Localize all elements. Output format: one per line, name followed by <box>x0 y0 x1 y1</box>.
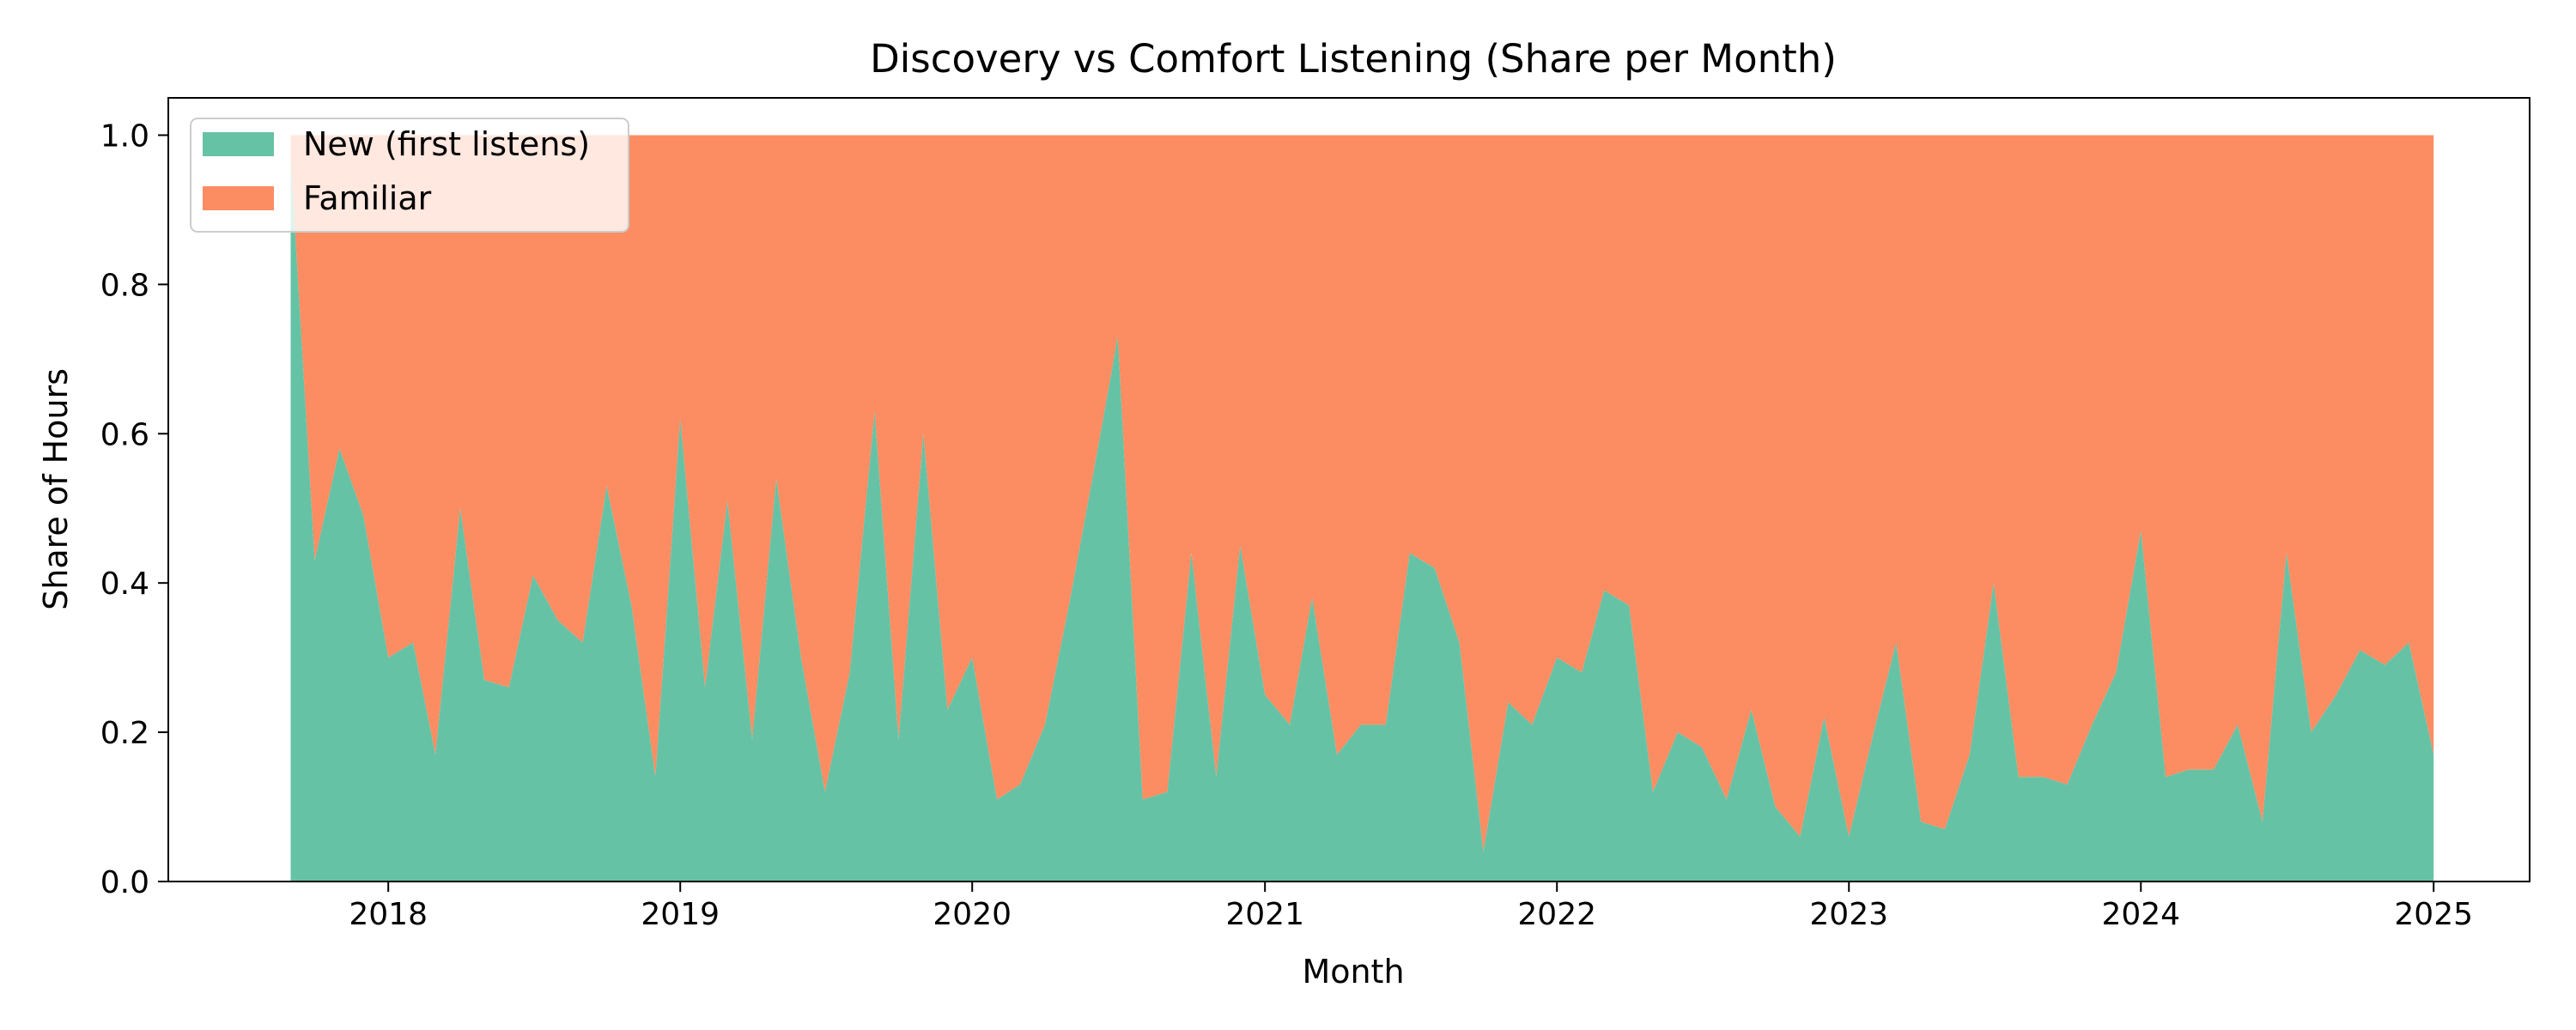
legend-label: New (first listens) <box>303 125 590 163</box>
chart-title: Discovery vs Comfort Listening (Share pe… <box>870 36 1837 82</box>
x-axis-label: Month <box>1302 953 1404 991</box>
y-axis-label: Share of Hours <box>37 368 75 610</box>
area-familiar <box>290 135 2434 852</box>
x-tick-label: 2020 <box>933 897 1012 932</box>
x-tick-label: 2019 <box>641 897 720 932</box>
plot-frame <box>167 97 2530 882</box>
y-tick-label: 1.0 <box>100 118 149 154</box>
y-tick-label: 0.4 <box>100 566 149 602</box>
area-new-first-listens <box>290 157 2434 882</box>
y-tick-label: 0.8 <box>100 268 149 303</box>
x-tick-label: 2022 <box>1517 897 1596 932</box>
y-tick-label: 0.6 <box>100 417 149 452</box>
x-tick-label: 2024 <box>2101 897 2180 932</box>
legend-swatch-new <box>203 132 274 156</box>
x-tick-label: 2018 <box>349 897 428 932</box>
y-axis-ticks: 0.0 0.2 0.4 0.6 0.8 1.0 <box>100 118 168 900</box>
legend-label: Familiar <box>303 179 432 217</box>
y-tick-label: 0.2 <box>100 716 149 751</box>
x-tick-label: 2023 <box>1809 897 1888 932</box>
legend-box <box>190 118 629 233</box>
x-tick-label: 2021 <box>1225 897 1304 932</box>
legend: New (first listens) Familiar <box>190 118 629 233</box>
legend-swatch-familiar <box>203 186 274 210</box>
x-axis-ticks: 2018 2019 2020 2021 2022 2023 2024 2025 <box>349 882 2473 932</box>
y-tick-label: 0.0 <box>100 865 149 900</box>
series-layer <box>290 135 2434 882</box>
x-tick-label: 2025 <box>2394 897 2473 932</box>
